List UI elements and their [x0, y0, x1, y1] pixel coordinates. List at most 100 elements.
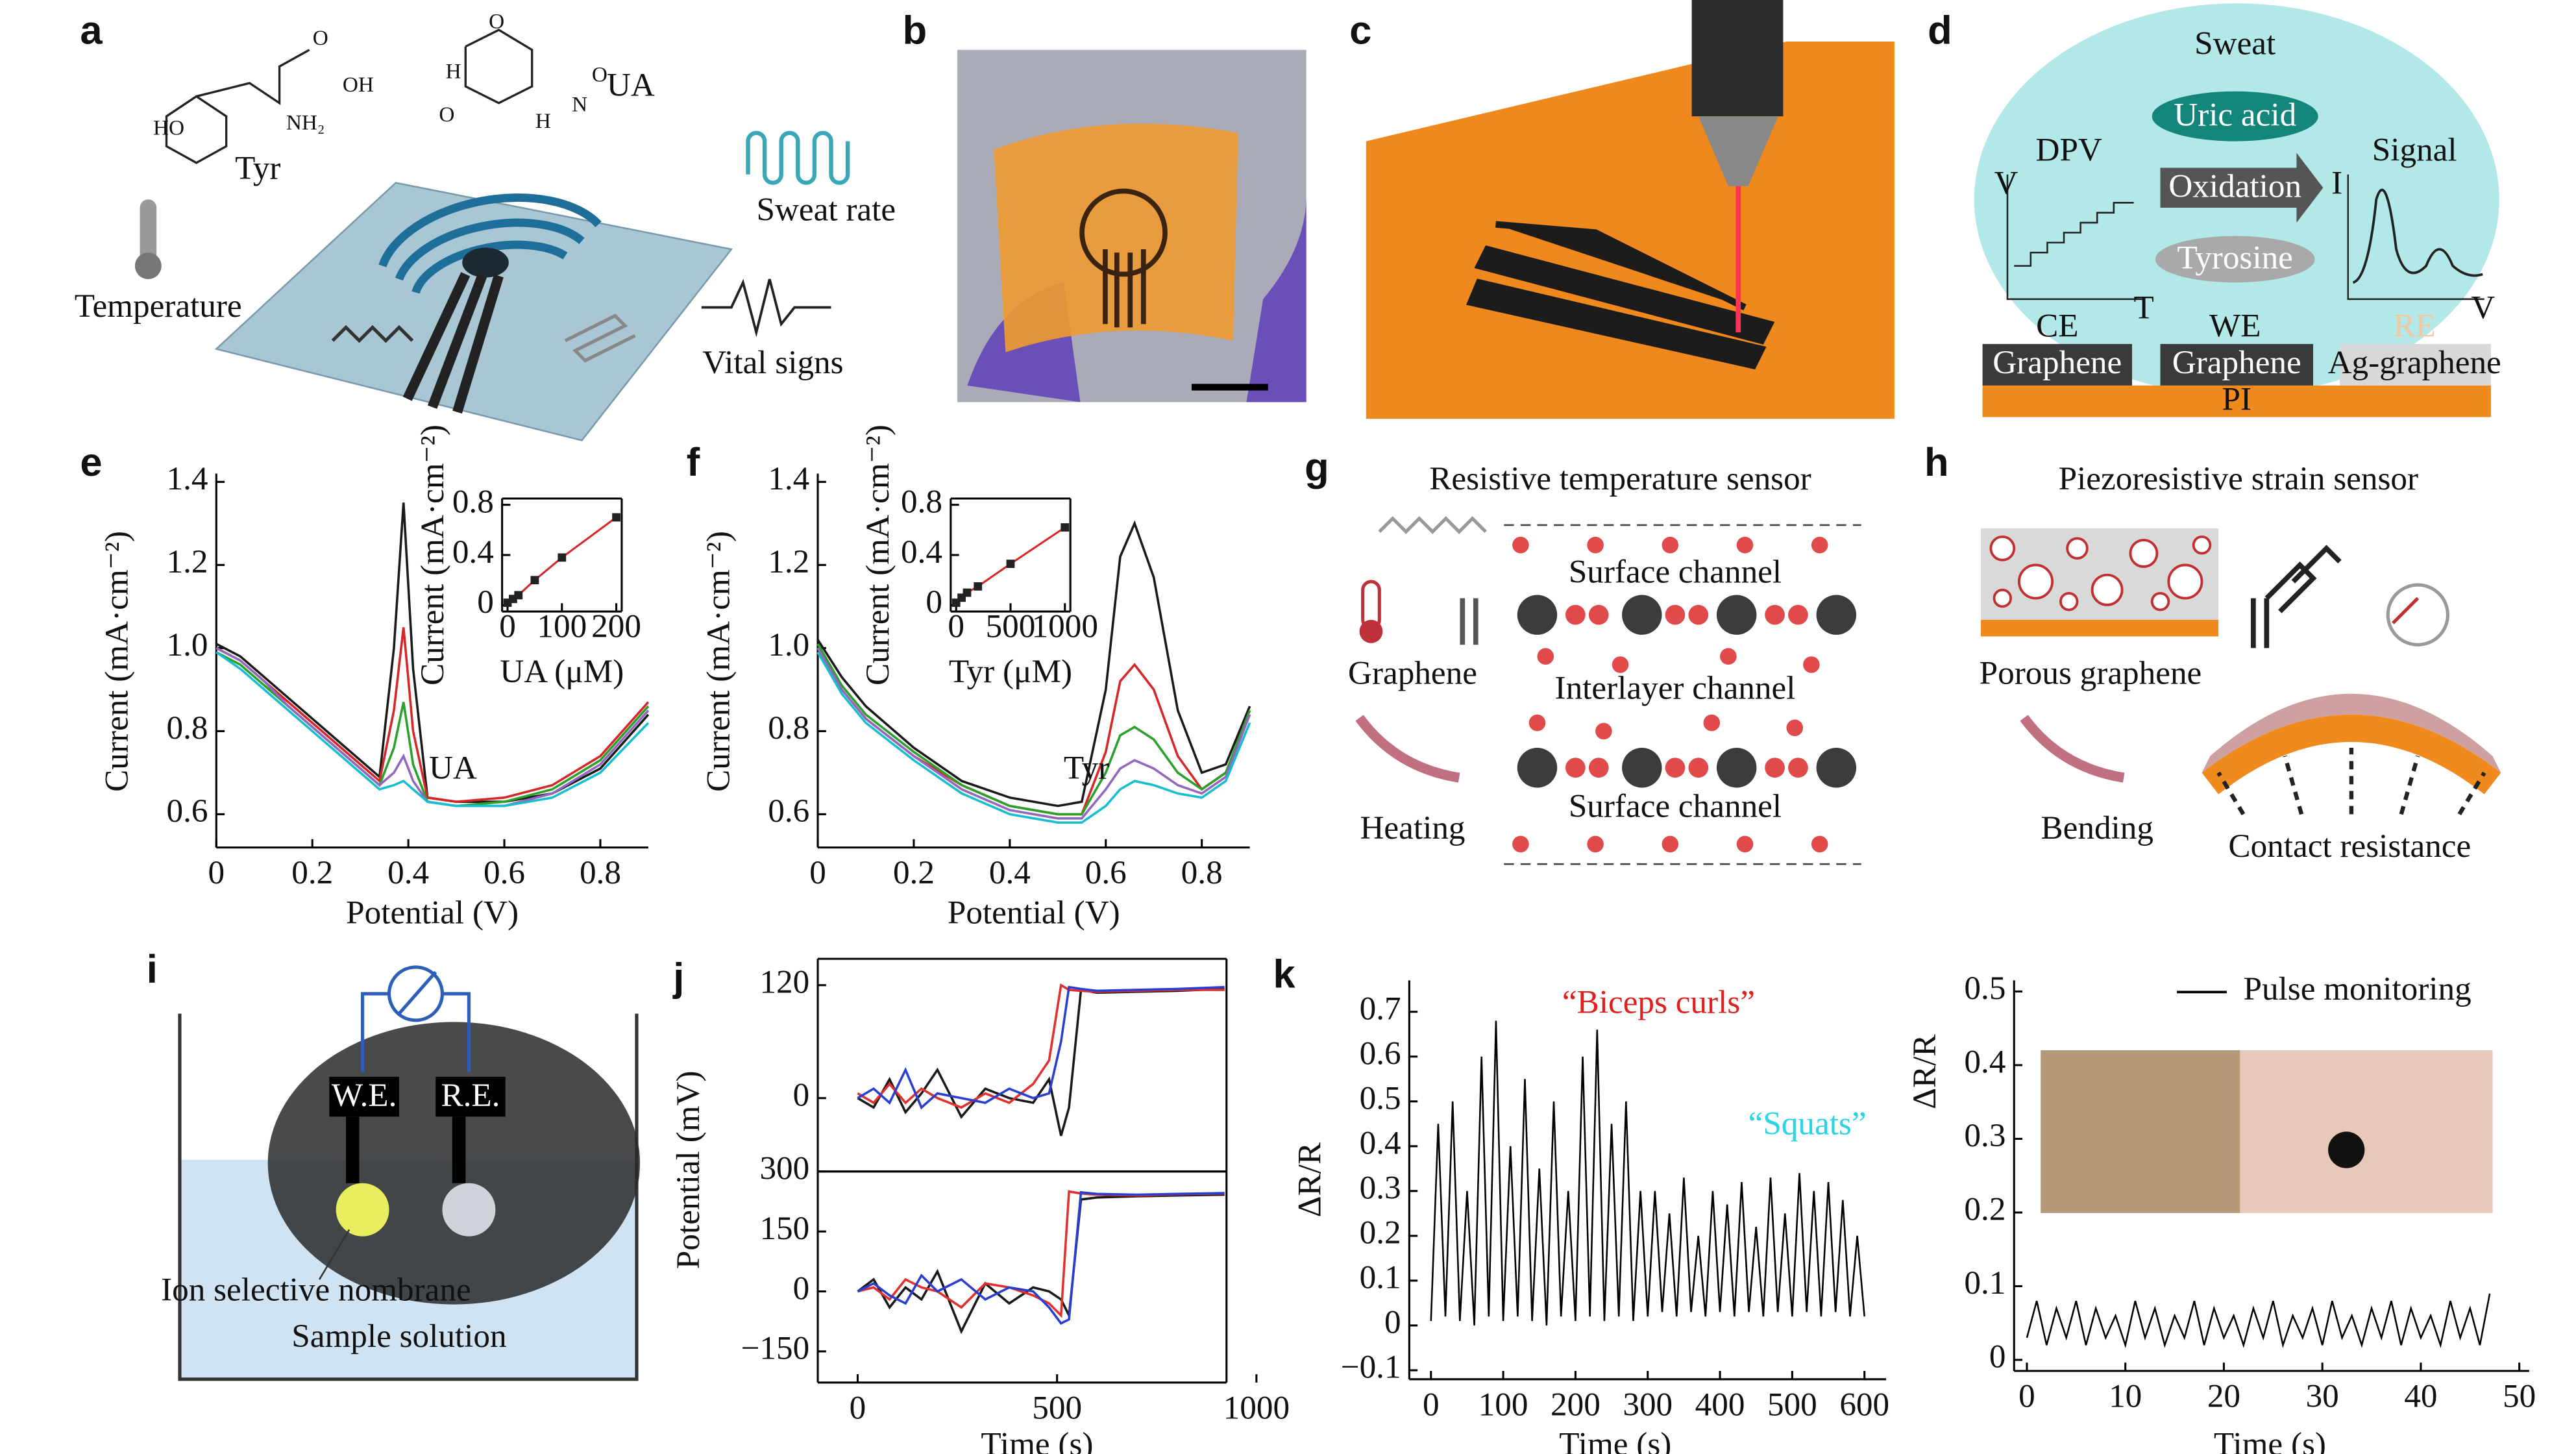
- panel-b: [957, 49, 1306, 402]
- x-tick-label: 0.2: [893, 854, 935, 891]
- y-tick-label: 0.4: [901, 534, 942, 571]
- y-axis-label: ΔR/R: [1292, 1142, 1329, 1217]
- label: V: [2471, 289, 2495, 326]
- x-tick-label: 0: [809, 854, 826, 891]
- y-tick-label: 1.4: [768, 460, 809, 497]
- bent-layer: [2202, 693, 2501, 773]
- x-axis-label: Time (s): [981, 1426, 1093, 1454]
- signal-wave: [2352, 188, 2483, 284]
- x-tick-label: 500: [1767, 1386, 1817, 1423]
- y-tick-label: 0.2: [1360, 1214, 1401, 1251]
- panel-h: Piezoresistive strain sensor Porous grap…: [1980, 460, 2501, 865]
- sensor-leads: [1460, 598, 1478, 645]
- traces: [1103, 249, 1146, 328]
- uric-acid-blob: [2152, 91, 2318, 142]
- label: W.E.: [332, 1077, 397, 1114]
- x-tick-label: 50: [2503, 1378, 2536, 1415]
- electrode: [1982, 343, 2132, 386]
- stems: [345, 1116, 466, 1183]
- label: R.E.: [441, 1077, 500, 1114]
- photo-squat: [2041, 1050, 2240, 1213]
- x-tick-label: 200: [591, 608, 641, 645]
- x-tick-label: 0.2: [291, 854, 333, 891]
- atom: O: [313, 26, 328, 50]
- signal-axes: [2347, 174, 2484, 301]
- label: Graphene: [1348, 655, 1477, 692]
- sweat-icon: [746, 130, 850, 185]
- series-line: [215, 502, 650, 803]
- series-line: [215, 651, 650, 807]
- label: Porous graphene: [1980, 655, 2202, 692]
- y-tick-label: 1.2: [167, 543, 208, 580]
- x-axis-label: Potential (V): [346, 894, 519, 931]
- tyrosine-blob: [2155, 236, 2315, 283]
- x-tick-label: 0: [1423, 1386, 1440, 1423]
- substrate: [1981, 619, 2219, 637]
- force-arrows: [2216, 748, 2486, 816]
- center-electrode: [462, 247, 509, 278]
- x-tick-label: 300: [1623, 1386, 1673, 1423]
- label: I: [2331, 164, 2342, 201]
- photo-arm: [2240, 1050, 2493, 1213]
- series-line: [816, 643, 1251, 816]
- point: [514, 591, 523, 600]
- temp-sensor: [331, 325, 414, 343]
- y-tick-label: 0: [793, 1270, 810, 1307]
- sensor-on-arm: [2328, 1131, 2365, 1168]
- gloves: [967, 199, 1306, 402]
- y-tick-label: 0.4: [1360, 1125, 1401, 1162]
- we-block: [329, 1076, 399, 1117]
- panel-g: Resistive temperature sensor Surface cha…: [1348, 460, 1861, 865]
- y-axis-label: Current (mA·cm⁻²): [99, 531, 136, 792]
- atom: OH: [343, 73, 374, 97]
- label: Graphene: [2172, 344, 2301, 381]
- label: Temperature: [75, 288, 242, 325]
- beaker: [178, 1013, 639, 1381]
- y-tick-label: −150: [741, 1330, 810, 1367]
- panel-label: i: [147, 947, 158, 992]
- atom: O: [439, 103, 454, 127]
- y-tick-label: 0.3: [1360, 1170, 1401, 1207]
- panel-label: b: [903, 8, 927, 53]
- panel-c: [1366, 0, 1895, 419]
- x-tick-label: 600: [1839, 1386, 1889, 1423]
- x-tick-label: 10: [2109, 1378, 2142, 1415]
- y-tick-label: 0.5: [1360, 1080, 1401, 1117]
- y-axis-label: Current (mA·cm⁻²): [700, 531, 737, 792]
- reference: [442, 1183, 496, 1237]
- x-tick-label: 0.8: [1181, 854, 1223, 891]
- re-block: [435, 1076, 506, 1117]
- y-tick-label: 0.4: [452, 534, 494, 571]
- y-tick-label: 0.8: [167, 709, 208, 746]
- x-tick-label: 1000: [1032, 608, 1098, 645]
- series-line: [857, 1190, 1225, 1318]
- y-tick-label: 0: [926, 584, 942, 621]
- label: T: [2134, 289, 2154, 326]
- arrow: [1355, 715, 1460, 783]
- wires: [361, 992, 471, 1072]
- atom: NH₂: [286, 111, 325, 135]
- dpv-axes: [2006, 174, 2144, 301]
- legend-label: Pulse monitoring: [2244, 970, 2472, 1007]
- series-line: [816, 647, 1251, 820]
- point: [1061, 523, 1070, 532]
- x-tick-label: 200: [1551, 1386, 1601, 1423]
- annotation: “Biceps curls”: [1562, 984, 1755, 1021]
- label: Ion selective nombrane: [161, 1271, 471, 1308]
- point: [612, 513, 620, 522]
- substrate: [1366, 42, 1895, 419]
- series-line: [816, 651, 1251, 824]
- x-tick-label: 20: [2207, 1378, 2240, 1415]
- film: [994, 123, 1238, 352]
- series-line: [215, 627, 650, 804]
- panel-a: HO O OH NH₂ O O O H N H Tyr UA Temperatu…: [75, 9, 896, 441]
- series-line: [816, 520, 1251, 807]
- x-axis-label: UA (μM): [500, 653, 624, 690]
- dpv-wave: [2014, 202, 2134, 267]
- y-tick-label: 1.0: [768, 626, 809, 663]
- series-line: [215, 647, 650, 807]
- thermometer: [140, 199, 157, 266]
- label: Vital signs: [702, 344, 843, 381]
